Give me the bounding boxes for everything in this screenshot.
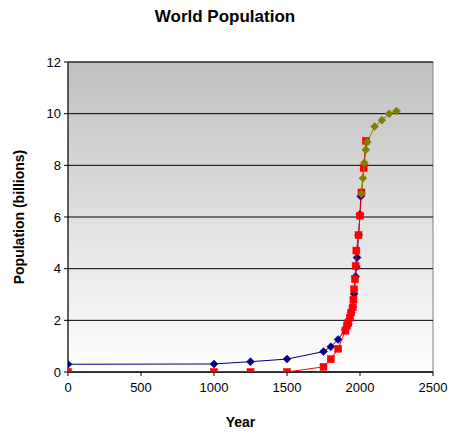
x-tick — [433, 372, 434, 376]
x-axis-label: Year — [226, 414, 256, 430]
marker — [353, 247, 360, 254]
marker — [393, 107, 401, 115]
x-tick-label: 500 — [130, 380, 152, 395]
marker — [355, 231, 363, 239]
marker — [327, 343, 335, 351]
marker — [320, 348, 328, 356]
grid-line — [68, 165, 433, 166]
y-tick-label: 12 — [47, 55, 61, 70]
marker — [351, 276, 358, 283]
marker — [349, 304, 356, 311]
x-tick — [360, 372, 361, 376]
x-tick-label: 1500 — [273, 380, 302, 395]
marker — [353, 254, 361, 262]
x-tick — [141, 372, 142, 376]
marker — [247, 369, 254, 373]
marker — [284, 369, 291, 373]
marker — [357, 212, 364, 219]
marker — [363, 138, 371, 146]
y-tick — [64, 217, 68, 218]
grid-line — [68, 217, 433, 218]
y-tick-label: 10 — [47, 106, 61, 121]
title: World Population — [155, 7, 295, 26]
marker — [210, 360, 218, 368]
series-line — [361, 111, 396, 194]
y-tick — [64, 372, 68, 373]
grid-line — [68, 62, 433, 63]
marker — [360, 159, 368, 167]
marker — [320, 363, 327, 370]
y-tick-label: 6 — [54, 210, 61, 225]
marker — [357, 190, 365, 198]
grid-line — [68, 320, 433, 321]
series-group — [68, 107, 401, 372]
y-tick — [64, 268, 68, 269]
marker — [371, 123, 379, 131]
marker — [211, 369, 218, 373]
x-tick — [214, 372, 215, 376]
marker — [385, 110, 393, 118]
marker — [352, 263, 360, 271]
y-tick-label: 8 — [54, 158, 61, 173]
y-tick — [64, 320, 68, 321]
grid-line — [68, 113, 433, 114]
plot-area — [68, 62, 433, 372]
x-tick — [68, 372, 69, 376]
marker — [355, 232, 362, 239]
marker — [283, 355, 291, 363]
y-tick-label: 0 — [54, 365, 61, 380]
x-tick-label: 1000 — [200, 380, 229, 395]
y-axis — [68, 62, 69, 372]
x-tick-label: 2000 — [346, 380, 375, 395]
marker — [350, 296, 357, 303]
chart: 0 2 4 6 8 10 12 0 500 1000 1500 2000 2500 World Popul… — [0, 0, 450, 435]
marker — [247, 358, 255, 366]
marker — [335, 345, 342, 352]
marker — [68, 360, 72, 368]
marker — [68, 369, 72, 373]
x-tick-label: 2500 — [419, 380, 448, 395]
marker — [327, 356, 334, 363]
marker — [351, 286, 358, 293]
marker — [349, 303, 357, 311]
y-tick — [64, 62, 68, 63]
y-tick-label: 2 — [54, 313, 61, 328]
grid-line — [68, 268, 433, 269]
series-line — [68, 196, 361, 364]
marker — [362, 146, 370, 154]
y-tick — [64, 113, 68, 114]
y-tick-label: 4 — [54, 261, 61, 276]
y-tick — [64, 165, 68, 166]
x-tick — [287, 372, 288, 376]
marker — [359, 174, 367, 182]
y-axis-label: Population (billions) — [11, 150, 27, 285]
marker — [352, 263, 359, 270]
series-line — [68, 141, 366, 372]
marker — [378, 116, 386, 124]
x-tick-label: 0 — [64, 380, 71, 395]
